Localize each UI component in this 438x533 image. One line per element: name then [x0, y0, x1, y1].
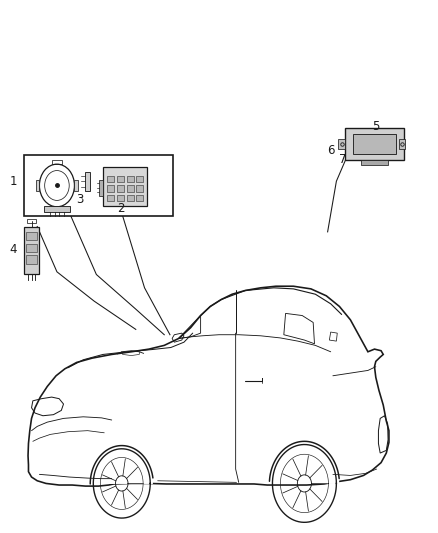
- Polygon shape: [107, 195, 114, 201]
- Polygon shape: [26, 232, 37, 240]
- Polygon shape: [26, 255, 37, 264]
- Polygon shape: [127, 176, 134, 182]
- Polygon shape: [44, 206, 70, 212]
- Text: 7: 7: [339, 154, 346, 166]
- Polygon shape: [103, 167, 147, 206]
- Polygon shape: [85, 172, 90, 191]
- Bar: [24, 155, 173, 216]
- Polygon shape: [361, 160, 388, 165]
- Text: 3: 3: [76, 193, 83, 206]
- Polygon shape: [353, 134, 396, 154]
- Polygon shape: [127, 195, 134, 201]
- Polygon shape: [117, 195, 124, 201]
- Text: 6: 6: [327, 144, 335, 157]
- Polygon shape: [399, 139, 405, 149]
- Text: 4: 4: [9, 243, 17, 256]
- Polygon shape: [117, 176, 124, 182]
- Text: 5: 5: [372, 120, 379, 133]
- Polygon shape: [136, 176, 143, 182]
- Polygon shape: [24, 227, 39, 274]
- Polygon shape: [345, 128, 404, 160]
- Polygon shape: [117, 185, 124, 192]
- Polygon shape: [136, 185, 143, 192]
- Polygon shape: [107, 185, 114, 192]
- Polygon shape: [338, 139, 345, 149]
- Polygon shape: [136, 195, 143, 201]
- Polygon shape: [26, 244, 37, 252]
- Polygon shape: [99, 180, 103, 196]
- Polygon shape: [107, 176, 114, 182]
- Polygon shape: [127, 185, 134, 192]
- Text: 1: 1: [9, 175, 17, 188]
- Polygon shape: [74, 180, 78, 191]
- Text: 2: 2: [117, 203, 124, 215]
- Polygon shape: [36, 180, 39, 191]
- Polygon shape: [28, 286, 389, 486]
